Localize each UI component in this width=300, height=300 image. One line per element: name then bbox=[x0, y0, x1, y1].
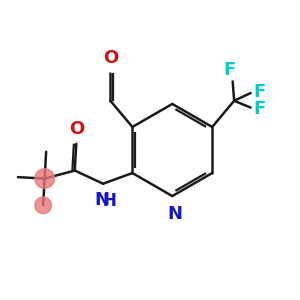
Text: N: N bbox=[94, 191, 109, 209]
Circle shape bbox=[35, 169, 54, 188]
Text: O: O bbox=[103, 49, 118, 67]
Text: N: N bbox=[168, 205, 183, 223]
Text: F: F bbox=[223, 61, 235, 79]
Text: H: H bbox=[103, 192, 116, 210]
Circle shape bbox=[35, 197, 52, 214]
Text: F: F bbox=[254, 100, 266, 118]
Text: F: F bbox=[254, 82, 266, 100]
Text: O: O bbox=[69, 120, 84, 138]
